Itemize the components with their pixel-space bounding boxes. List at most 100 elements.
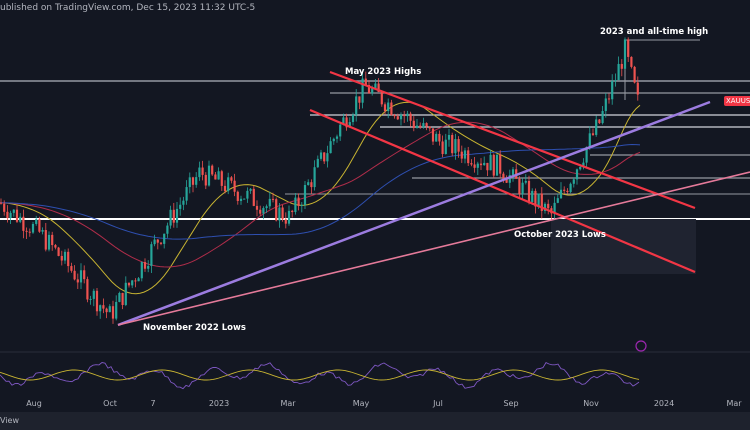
candle [262, 208, 265, 214]
ma-100 [0, 121, 641, 268]
candle [326, 153, 329, 162]
candle [559, 189, 563, 199]
x-tick: Mar [280, 399, 296, 408]
candle [166, 225, 169, 234]
candle [601, 111, 604, 124]
candle [83, 270, 86, 280]
candle [470, 163, 473, 165]
shaded-zone [551, 219, 696, 274]
price-chart[interactable] [0, 0, 750, 396]
candle [3, 203, 6, 212]
rsi-line [0, 362, 640, 390]
candle [115, 301, 118, 319]
candle [300, 205, 303, 207]
candle [419, 125, 422, 128]
x-tick: Sep [503, 399, 519, 408]
candle [620, 63, 623, 69]
candle [47, 234, 51, 250]
candle [428, 126, 431, 129]
candle [585, 146, 588, 163]
candle [188, 177, 191, 188]
candle [403, 114, 406, 117]
candle [118, 292, 121, 302]
candle [563, 189, 566, 191]
candle [60, 255, 63, 261]
candle [73, 270, 76, 280]
x-tick: Oct [103, 399, 117, 408]
candle [607, 98, 611, 100]
candle [351, 114, 355, 123]
candle [249, 188, 252, 191]
candle [134, 280, 137, 282]
candle [156, 239, 159, 243]
annotation-nov-lows: November 2022 Lows [143, 323, 246, 333]
candle [76, 279, 79, 283]
candle [207, 165, 211, 186]
candle [387, 102, 390, 112]
candle [137, 278, 140, 282]
candle [92, 290, 95, 299]
candle [623, 39, 627, 69]
x-tick: Mar [726, 399, 742, 408]
symbol-badge[interactable]: XAUUSD [724, 96, 750, 106]
candle [511, 169, 515, 176]
x-tick: 2023 [208, 399, 230, 408]
candle [179, 204, 182, 209]
candle [467, 150, 470, 164]
candle [518, 178, 521, 195]
candle [409, 113, 412, 121]
candle [201, 167, 204, 175]
candle [444, 139, 447, 154]
candle [617, 63, 620, 81]
candle [425, 123, 428, 127]
candle [259, 209, 262, 214]
time-axis[interactable]: Aug Oct 7 2023 Mar May Jul Sep Nov 2024 … [0, 396, 750, 412]
candle [278, 207, 281, 221]
candle [51, 234, 54, 246]
candle [531, 190, 534, 203]
candle [406, 113, 409, 117]
candle [175, 208, 179, 223]
candle [508, 175, 511, 183]
candle [556, 198, 559, 203]
candle [399, 114, 403, 120]
candle [588, 133, 591, 147]
candle [355, 96, 358, 115]
candle [595, 119, 598, 135]
candle [422, 123, 425, 128]
candle [79, 270, 83, 283]
annotation-may-highs: May 2023 Highs [345, 67, 422, 77]
candle [195, 177, 198, 185]
candle [169, 209, 172, 226]
candle [412, 120, 415, 128]
candle [211, 165, 214, 175]
candle [591, 133, 595, 135]
trendline-upper-channel [329, 70, 696, 210]
candle [140, 262, 143, 279]
candle [457, 139, 460, 152]
candle [303, 185, 307, 206]
candle [575, 169, 579, 180]
candle [67, 251, 70, 267]
candle [451, 135, 454, 154]
candle [102, 305, 105, 309]
candle [70, 266, 73, 271]
annotation-oct-lows: October 2023 Lows [514, 230, 606, 240]
candle [310, 182, 313, 188]
candle [447, 135, 451, 140]
candle [230, 177, 233, 181]
candle [358, 96, 361, 103]
x-tick: 7 [150, 399, 156, 408]
candle [6, 211, 9, 219]
footer-bar: View [0, 412, 750, 430]
candle [227, 177, 230, 192]
footer-text: View [0, 416, 19, 425]
candle [396, 116, 399, 120]
candle [28, 231, 31, 233]
candle [495, 154, 499, 176]
replay-icon [635, 340, 647, 352]
x-tick: Nov [583, 399, 599, 408]
candle [534, 190, 537, 207]
trendline-support [117, 100, 711, 327]
candle [172, 209, 175, 223]
